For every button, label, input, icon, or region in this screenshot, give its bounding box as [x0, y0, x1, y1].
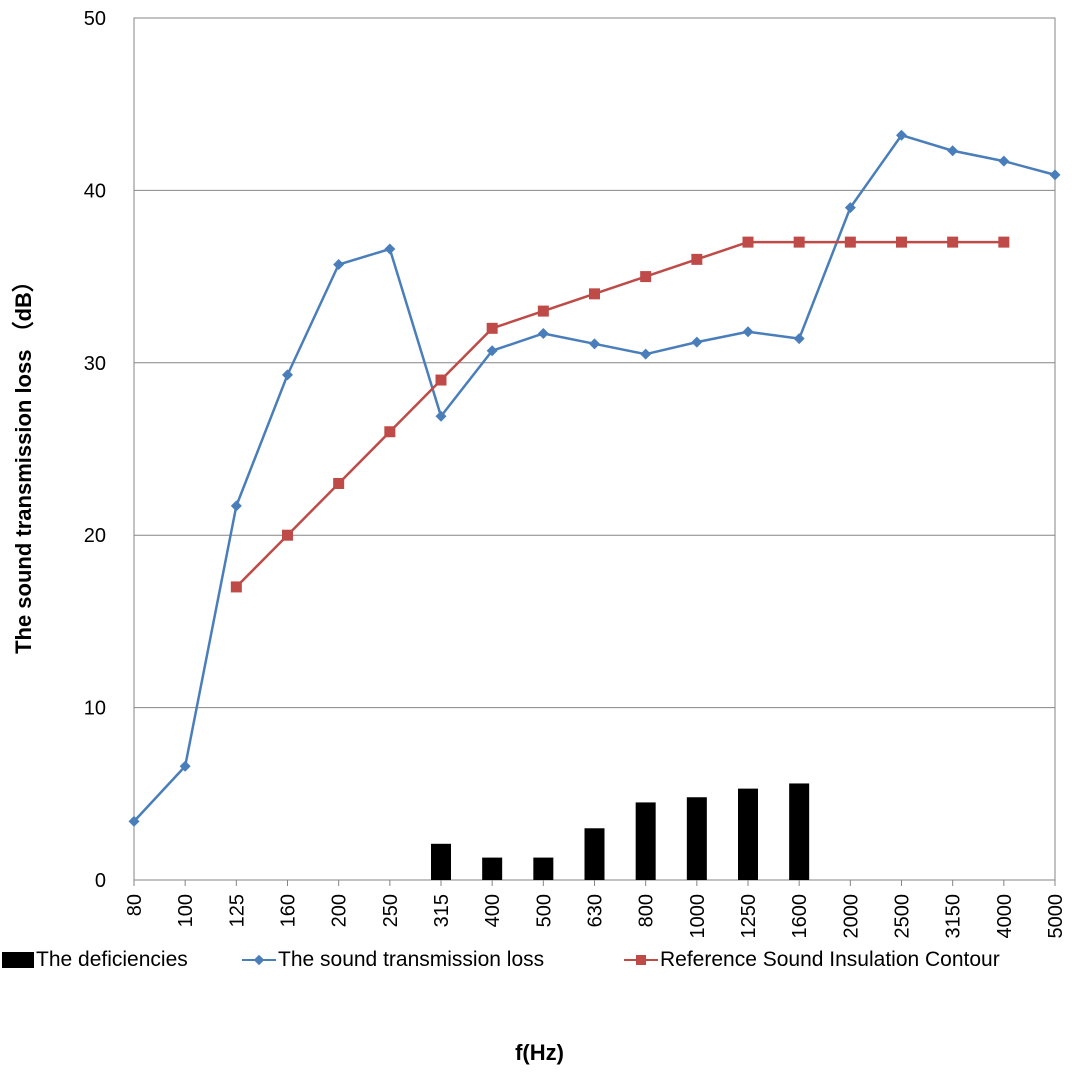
reference-contour-point [844, 236, 856, 248]
transmission-loss-point [333, 259, 345, 271]
reference-contour-point [282, 529, 293, 541]
x-tick-label: 400 [482, 894, 504, 927]
reference-contour-point [537, 305, 549, 317]
gridlines [134, 189, 1055, 709]
deficiency-bar [738, 788, 758, 880]
reference-contour-point [640, 271, 652, 283]
x-tick-label: 160 [278, 894, 300, 927]
reference-contour-line [235, 240, 1004, 588]
x-tick-label: 100 [175, 894, 197, 927]
x-axis-title: f(Hz) [515, 1040, 564, 1065]
transmission-loss-point [742, 326, 754, 338]
x-tick-label: 1600 [789, 894, 811, 939]
transmission-loss-point [896, 129, 907, 141]
transmission-loss-line [133, 133, 1056, 823]
x-tick-label: 200 [329, 894, 351, 927]
transmission-loss-point [998, 155, 1010, 167]
transmission-loss-point [640, 348, 652, 360]
x-tick-label: 800 [636, 894, 658, 927]
deficiency-bar [533, 857, 554, 880]
legend-label: The deficiencies [36, 948, 188, 971]
legend-item-reference-contour: Reference Sound Insulation Contour [624, 948, 1000, 972]
y-tick-label: 20 [84, 525, 106, 547]
x-tick-label: 2500 [892, 894, 914, 939]
x-tick-label: 1000 [687, 894, 709, 939]
reference-contour-point [589, 288, 600, 300]
x-tick-labels: 80 100 125 160 200 250 315 400 500 630 800 1000 1250… [124, 880, 1067, 939]
y-tick-label: 30 [84, 353, 106, 375]
transmission-loss-point [947, 145, 959, 157]
plot-area [133, 17, 1056, 881]
deficiency-bar [635, 802, 656, 880]
legend-item-deficiencies: The deficiencies [2, 948, 188, 972]
x-tick-label: 250 [380, 894, 402, 927]
transmission-loss-point [691, 336, 703, 348]
y-axis-title: The sound transmission loss （dB） [11, 270, 36, 654]
legend-label: The sound transmission loss [278, 948, 545, 971]
x-tick-label: 315 [431, 894, 453, 927]
reference-contour-point [384, 426, 396, 438]
legend-diamond-swatch-icon [242, 954, 276, 966]
x-tick-label: 80 [124, 894, 146, 916]
transmission-loss-point [179, 760, 191, 772]
transmission-loss-point [1049, 169, 1061, 181]
deficiency-bar [789, 783, 810, 880]
transmission-loss-point [537, 327, 549, 339]
deficiency-bar [431, 843, 451, 880]
transmission-loss-point [793, 333, 805, 345]
legend-item-transmission-loss: The sound transmission loss [242, 948, 544, 972]
y-tick-label: 50 [84, 8, 106, 30]
x-tick-label: 1250 [738, 894, 760, 939]
deficiency-bar [584, 828, 605, 880]
reference-contour-point [896, 236, 907, 248]
transmission-loss-point [589, 338, 600, 350]
transmission-loss-point [435, 410, 447, 422]
transmission-loss-point [486, 345, 498, 357]
x-tick-label: 2000 [840, 894, 862, 939]
y-tick-labels: 0 10 20 30 40 50 [84, 8, 106, 892]
reference-contour-point [998, 236, 1010, 248]
legend-square-swatch-icon [624, 954, 658, 966]
reference-contour-point [691, 253, 703, 265]
x-tick-label: 5000 [1045, 894, 1067, 939]
reference-contour-point [793, 236, 805, 248]
series-lines [128, 129, 1061, 827]
reference-contour-point [742, 236, 754, 248]
deficiency-bar [686, 797, 707, 880]
reference-contour-point [435, 374, 447, 386]
reference-contour-point [947, 236, 959, 248]
legend: The deficiencies The sound transmission … [0, 948, 1079, 978]
reference-contour-point [486, 322, 498, 334]
y-tick-label: 0 [95, 870, 106, 892]
transmission-loss-point [128, 815, 140, 827]
legend-label: Reference Sound Insulation Contour [660, 948, 1000, 971]
reference-contour-point [333, 477, 345, 489]
x-tick-label: 3150 [943, 894, 965, 939]
x-tick-label: 500 [533, 894, 555, 927]
x-tick-label: 125 [226, 894, 248, 927]
x-tick-label: 630 [585, 894, 607, 927]
deficiency-bars [431, 783, 810, 880]
transmission-loss-point [282, 369, 293, 381]
legend-bar-swatch-icon [2, 952, 34, 968]
transmission-loss-point [230, 500, 242, 512]
y-tick-label: 10 [84, 698, 106, 720]
y-tick-label: 40 [84, 180, 106, 202]
reference-contour-point [230, 581, 242, 593]
deficiency-bar [482, 857, 503, 880]
x-tick-label: 4000 [994, 894, 1016, 939]
transmission-loss-point [384, 243, 396, 255]
transmission-loss-point [844, 202, 856, 214]
